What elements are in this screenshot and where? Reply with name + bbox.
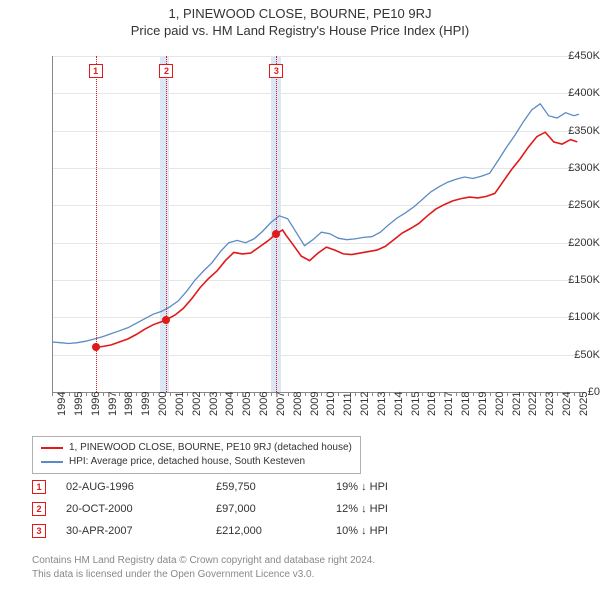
x-tick-label: 2022 (527, 392, 539, 416)
sale-row: 2 20-OCT-2000£97,00012% ↓ HPI (32, 498, 456, 520)
x-tick-label: 2015 (410, 392, 422, 416)
x-tick-label: 2019 (477, 392, 489, 416)
x-tick-label: 1999 (140, 392, 152, 416)
footer-line-1: Contains HM Land Registry data © Crown c… (32, 554, 375, 568)
legend-row: 1, PINEWOOD CLOSE, BOURNE, PE10 9RJ (det… (41, 441, 352, 455)
y-tick-label: £250K (554, 199, 600, 211)
x-tick-label: 2010 (325, 392, 337, 416)
sale-hpi: 10% ↓ HPI (336, 525, 456, 537)
sale-hpi: 12% ↓ HPI (336, 503, 456, 515)
x-tick-label: 2024 (561, 392, 573, 416)
x-tick-label: 1996 (90, 392, 102, 416)
y-tick-label: £300K (554, 162, 600, 174)
sale-date: 20-OCT-2000 (66, 503, 216, 515)
sale-dot (162, 316, 170, 324)
x-tick-label: 1995 (73, 392, 85, 416)
sale-row: 3 30-APR-2007£212,00010% ↓ HPI (32, 520, 456, 542)
sales-table: 1 02-AUG-1996£59,75019% ↓ HPI 2 20-OCT-2000… (32, 476, 456, 542)
sale-price: £59,750 (216, 481, 336, 493)
x-tick-label: 2003 (208, 392, 220, 416)
y-tick-label: £400K (554, 87, 600, 99)
sale-price: £97,000 (216, 503, 336, 515)
price-chart: 123 £0£50K£100K£150K£200K£250K£300K£350K… (0, 6, 600, 436)
sale-marker-box: 1 (89, 64, 103, 78)
x-tick-label: 2007 (275, 392, 287, 416)
plot-area: 1 2 3 (52, 56, 584, 392)
x-tick-label: 2004 (224, 392, 236, 416)
sale-row: 1 02-AUG-1996£59,75019% ↓ HPI (32, 476, 456, 498)
x-tick-label: 2005 (241, 392, 253, 416)
x-tick-label: 1998 (123, 392, 135, 416)
x-tick-label: 2021 (511, 392, 523, 416)
x-tick-label: 2020 (494, 392, 506, 416)
x-tick-label: 2014 (393, 392, 405, 416)
y-tick-label: £150K (554, 274, 600, 286)
y-tick-label: £450K (554, 50, 600, 62)
x-tick-label: 2006 (258, 392, 270, 416)
y-tick-label: £50K (554, 349, 600, 361)
legend-label: 1, PINEWOOD CLOSE, BOURNE, PE10 9RJ (det… (69, 441, 352, 455)
sale-row-marker: 1 (32, 480, 46, 494)
x-tick-label: 2016 (426, 392, 438, 416)
x-tick-label: 2008 (292, 392, 304, 416)
sale-marker-line (166, 56, 167, 392)
x-tick-label: 1994 (56, 392, 68, 416)
x-tick-label: 2001 (174, 392, 186, 416)
legend-swatch (41, 447, 63, 449)
footer-note: Contains HM Land Registry data © Crown c… (32, 554, 375, 581)
legend-swatch (41, 461, 63, 463)
sale-marker-line (96, 56, 97, 392)
footer-line-2: This data is licensed under the Open Gov… (32, 568, 375, 582)
x-tick-label: 1997 (107, 392, 119, 416)
x-tick-label: 2023 (544, 392, 556, 416)
sale-row-marker: 3 (32, 524, 46, 538)
series-line (52, 56, 584, 392)
x-tick-label: 2013 (376, 392, 388, 416)
sale-date: 30-APR-2007 (66, 525, 216, 537)
sale-marker-box: 3 (269, 64, 283, 78)
x-tick-label: 2018 (460, 392, 472, 416)
y-tick-label: £100K (554, 311, 600, 323)
y-tick-label: £200K (554, 237, 600, 249)
x-tick-label: 2011 (342, 392, 354, 416)
sale-marker-line (276, 56, 277, 392)
sale-hpi: 19% ↓ HPI (336, 481, 456, 493)
sale-row-marker: 2 (32, 502, 46, 516)
sale-dot (272, 230, 280, 238)
legend-row: HPI: Average price, detached house, Sout… (41, 455, 352, 469)
legend-label: HPI: Average price, detached house, Sout… (69, 455, 305, 469)
legend-box: 1, PINEWOOD CLOSE, BOURNE, PE10 9RJ (det… (32, 436, 361, 474)
sale-marker-box: 2 (159, 64, 173, 78)
sale-date: 02-AUG-1996 (66, 481, 216, 493)
x-tick-label: 2012 (359, 392, 371, 416)
x-tick-label: 2002 (191, 392, 203, 416)
x-tick-label: 2009 (309, 392, 321, 416)
x-tick-label: 2025 (578, 392, 590, 416)
x-tick-label: 2000 (157, 392, 169, 416)
y-tick-label: £350K (554, 125, 600, 137)
sale-price: £212,000 (216, 525, 336, 537)
x-tick-label: 2017 (443, 392, 455, 416)
sale-dot (92, 343, 100, 351)
